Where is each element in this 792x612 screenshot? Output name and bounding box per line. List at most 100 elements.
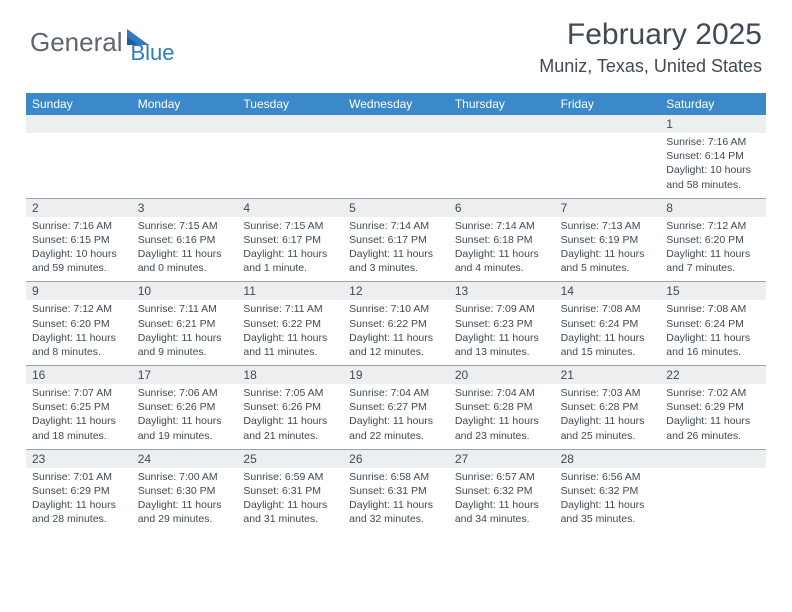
sunrise-line: Sunrise: 7:09 AM xyxy=(455,302,549,316)
sunrise-line: Sunrise: 7:15 AM xyxy=(138,219,232,233)
sunset-line: Sunset: 6:26 PM xyxy=(138,400,232,414)
title-block: February 2025 Muniz, Texas, United State… xyxy=(539,18,762,77)
day-cell: Sunrise: 7:08 AMSunset: 6:24 PMDaylight:… xyxy=(660,300,766,365)
daylight-line: Daylight: 11 hours and 1 minute. xyxy=(243,247,337,275)
date-number: 24 xyxy=(132,450,238,468)
calendar-week: 232425262728Sunrise: 7:01 AMSunset: 6:29… xyxy=(26,449,766,533)
day-cell xyxy=(237,133,343,198)
date-number: 6 xyxy=(449,199,555,217)
day-cell xyxy=(26,133,132,198)
sunset-line: Sunset: 6:27 PM xyxy=(349,400,443,414)
date-number: 16 xyxy=(26,366,132,384)
day-cell: Sunrise: 7:11 AMSunset: 6:21 PMDaylight:… xyxy=(132,300,238,365)
sunrise-line: Sunrise: 7:00 AM xyxy=(138,470,232,484)
date-number: 9 xyxy=(26,282,132,300)
date-number: 2 xyxy=(26,199,132,217)
sunrise-line: Sunrise: 7:08 AM xyxy=(561,302,655,316)
date-number: 21 xyxy=(555,366,661,384)
sunset-line: Sunset: 6:20 PM xyxy=(32,317,126,331)
day-cell: Sunrise: 6:59 AMSunset: 6:31 PMDaylight:… xyxy=(237,468,343,533)
date-number-row: 9101112131415 xyxy=(26,282,766,300)
sunrise-line: Sunrise: 7:16 AM xyxy=(666,135,760,149)
sunset-line: Sunset: 6:28 PM xyxy=(455,400,549,414)
day-cell: Sunrise: 7:09 AMSunset: 6:23 PMDaylight:… xyxy=(449,300,555,365)
date-number-row: 16171819202122 xyxy=(26,366,766,384)
date-number: 23 xyxy=(26,450,132,468)
sunset-line: Sunset: 6:29 PM xyxy=(32,484,126,498)
calendar-week: 2345678Sunrise: 7:16 AMSunset: 6:15 PMDa… xyxy=(26,198,766,282)
day-cell: Sunrise: 7:11 AMSunset: 6:22 PMDaylight:… xyxy=(237,300,343,365)
date-number: 28 xyxy=(555,450,661,468)
daylight-line: Daylight: 11 hours and 8 minutes. xyxy=(32,331,126,359)
day-cell: Sunrise: 7:12 AMSunset: 6:20 PMDaylight:… xyxy=(26,300,132,365)
weekday-header: Sunday xyxy=(26,93,132,115)
date-number: 22 xyxy=(660,366,766,384)
date-number xyxy=(449,115,555,133)
sunset-line: Sunset: 6:22 PM xyxy=(349,317,443,331)
date-number: 13 xyxy=(449,282,555,300)
day-cell: Sunrise: 7:12 AMSunset: 6:20 PMDaylight:… xyxy=(660,217,766,282)
brand-logo: General Blue xyxy=(30,18,175,66)
daylight-line: Daylight: 11 hours and 26 minutes. xyxy=(666,414,760,442)
sunrise-line: Sunrise: 7:14 AM xyxy=(455,219,549,233)
day-cell: Sunrise: 7:02 AMSunset: 6:29 PMDaylight:… xyxy=(660,384,766,449)
sunset-line: Sunset: 6:16 PM xyxy=(138,233,232,247)
sunrise-line: Sunrise: 7:13 AM xyxy=(561,219,655,233)
brand-part2: Blue xyxy=(131,40,175,66)
sunrise-line: Sunrise: 7:10 AM xyxy=(349,302,443,316)
date-number: 25 xyxy=(237,450,343,468)
sunrise-line: Sunrise: 6:58 AM xyxy=(349,470,443,484)
daylight-line: Daylight: 11 hours and 4 minutes. xyxy=(455,247,549,275)
sunrise-line: Sunrise: 7:06 AM xyxy=(138,386,232,400)
sunset-line: Sunset: 6:32 PM xyxy=(561,484,655,498)
sunset-line: Sunset: 6:23 PM xyxy=(455,317,549,331)
calendar: SundayMondayTuesdayWednesdayThursdayFrid… xyxy=(26,93,766,532)
daylight-line: Daylight: 11 hours and 9 minutes. xyxy=(138,331,232,359)
sunset-line: Sunset: 6:22 PM xyxy=(243,317,337,331)
sunset-line: Sunset: 6:21 PM xyxy=(138,317,232,331)
sunrise-line: Sunrise: 7:05 AM xyxy=(243,386,337,400)
sunrise-line: Sunrise: 7:04 AM xyxy=(349,386,443,400)
sunset-line: Sunset: 6:31 PM xyxy=(243,484,337,498)
sunset-line: Sunset: 6:29 PM xyxy=(666,400,760,414)
month-title: February 2025 xyxy=(539,18,762,52)
sunset-line: Sunset: 6:26 PM xyxy=(243,400,337,414)
daylight-line: Daylight: 11 hours and 19 minutes. xyxy=(138,414,232,442)
daylight-line: Daylight: 11 hours and 3 minutes. xyxy=(349,247,443,275)
sunrise-line: Sunrise: 7:07 AM xyxy=(32,386,126,400)
daylight-line: Daylight: 11 hours and 5 minutes. xyxy=(561,247,655,275)
date-number xyxy=(132,115,238,133)
date-number: 15 xyxy=(660,282,766,300)
date-number: 20 xyxy=(449,366,555,384)
location-label: Muniz, Texas, United States xyxy=(539,56,762,77)
daylight-line: Daylight: 11 hours and 15 minutes. xyxy=(561,331,655,359)
sunset-line: Sunset: 6:19 PM xyxy=(561,233,655,247)
sunrise-line: Sunrise: 7:11 AM xyxy=(243,302,337,316)
daylight-line: Daylight: 11 hours and 0 minutes. xyxy=(138,247,232,275)
daylight-line: Daylight: 11 hours and 11 minutes. xyxy=(243,331,337,359)
daylight-line: Daylight: 11 hours and 23 minutes. xyxy=(455,414,549,442)
day-cell: Sunrise: 7:14 AMSunset: 6:18 PMDaylight:… xyxy=(449,217,555,282)
date-number: 18 xyxy=(237,366,343,384)
date-number xyxy=(555,115,661,133)
sunrise-line: Sunrise: 6:56 AM xyxy=(561,470,655,484)
daylight-line: Daylight: 11 hours and 7 minutes. xyxy=(666,247,760,275)
sunset-line: Sunset: 6:17 PM xyxy=(243,233,337,247)
date-number: 19 xyxy=(343,366,449,384)
weekday-header: Wednesday xyxy=(343,93,449,115)
sunset-line: Sunset: 6:24 PM xyxy=(666,317,760,331)
calendar-week: 9101112131415Sunrise: 7:12 AMSunset: 6:2… xyxy=(26,281,766,365)
day-cell: Sunrise: 6:58 AMSunset: 6:31 PMDaylight:… xyxy=(343,468,449,533)
daylight-line: Daylight: 11 hours and 28 minutes. xyxy=(32,498,126,526)
date-number xyxy=(660,450,766,468)
sunset-line: Sunset: 6:17 PM xyxy=(349,233,443,247)
date-number-row: 232425262728 xyxy=(26,450,766,468)
day-cell: Sunrise: 7:00 AMSunset: 6:30 PMDaylight:… xyxy=(132,468,238,533)
date-number xyxy=(237,115,343,133)
daylight-line: Daylight: 11 hours and 13 minutes. xyxy=(455,331,549,359)
page-header: General Blue February 2025 Muniz, Texas,… xyxy=(0,0,792,83)
weekday-header: Thursday xyxy=(449,93,555,115)
date-number: 5 xyxy=(343,199,449,217)
date-number xyxy=(343,115,449,133)
sunset-line: Sunset: 6:31 PM xyxy=(349,484,443,498)
